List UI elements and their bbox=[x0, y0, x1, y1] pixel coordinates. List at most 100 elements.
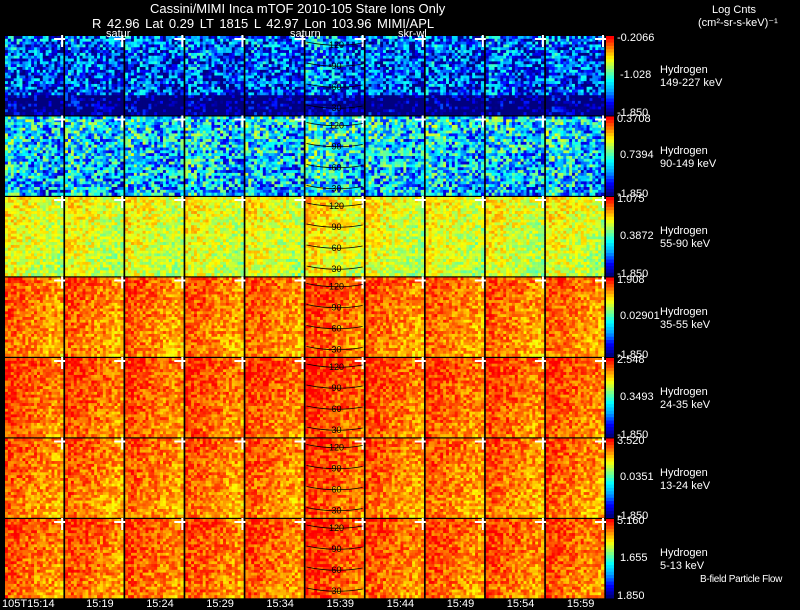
heatmap-cell bbox=[157, 78, 160, 81]
heatmap-cell bbox=[46, 87, 49, 90]
heatmap-cell bbox=[257, 42, 260, 45]
heatmap-cell bbox=[412, 76, 415, 79]
heatmap-cell bbox=[206, 92, 209, 95]
heatmap-cell bbox=[17, 44, 20, 47]
heatmap-cell bbox=[352, 112, 355, 115]
heatmap-cell bbox=[532, 84, 535, 87]
heatmap-cell bbox=[449, 112, 452, 115]
heatmap-cell bbox=[478, 84, 481, 87]
heatmap-cell bbox=[254, 92, 257, 95]
heatmap-cell bbox=[518, 78, 521, 81]
heatmap-cell bbox=[452, 81, 455, 84]
heatmap-cell bbox=[455, 90, 458, 93]
heatmap-cell bbox=[489, 76, 492, 79]
heatmap-cell bbox=[140, 81, 143, 84]
heatmap-cell bbox=[286, 42, 289, 45]
heatmap-cell bbox=[214, 47, 217, 50]
heatmap-cell bbox=[151, 107, 154, 110]
heatmap-cell bbox=[137, 61, 140, 64]
heatmap-cell bbox=[251, 50, 254, 53]
heatmap-cell bbox=[541, 98, 544, 101]
heatmap-cell bbox=[143, 92, 146, 95]
heatmap-cell bbox=[117, 44, 120, 47]
heatmap-cell bbox=[392, 44, 395, 47]
heatmap-cell bbox=[455, 61, 458, 64]
heatmap-cell bbox=[31, 109, 34, 112]
heatmap-cell bbox=[286, 101, 289, 104]
heatmap-cell bbox=[286, 50, 289, 53]
heatmap-cell bbox=[469, 87, 472, 90]
heatmap-cell bbox=[31, 81, 34, 84]
heatmap-cell bbox=[532, 67, 535, 70]
heatmap-cell bbox=[22, 36, 25, 39]
heatmap-cell bbox=[277, 70, 280, 73]
heatmap-cell bbox=[400, 95, 403, 98]
heatmap-cell bbox=[323, 39, 326, 42]
heatmap-cell bbox=[506, 50, 509, 53]
heatmap-cell bbox=[481, 47, 484, 50]
heatmap-cell bbox=[148, 76, 151, 79]
heatmap-cell bbox=[151, 84, 154, 87]
heatmap-cell bbox=[74, 112, 77, 115]
heatmap-cell bbox=[409, 112, 412, 115]
heatmap-cell bbox=[117, 53, 120, 56]
heatmap-cell bbox=[140, 107, 143, 110]
heatmap-cell bbox=[377, 59, 380, 62]
heatmap-cell bbox=[317, 67, 320, 70]
heatmap-cell bbox=[489, 44, 492, 47]
heatmap-cell bbox=[54, 92, 57, 95]
heatmap-cell bbox=[191, 95, 194, 98]
heatmap-cell bbox=[17, 92, 20, 95]
heatmap-cell bbox=[229, 44, 232, 47]
heatmap-cell bbox=[131, 104, 134, 107]
heatmap-cell bbox=[377, 78, 380, 81]
heatmap-cell bbox=[434, 70, 437, 73]
heatmap-cell bbox=[458, 78, 461, 81]
heatmap-cell bbox=[389, 92, 392, 95]
heatmap-cell bbox=[475, 47, 478, 50]
heatmap-cell bbox=[223, 101, 226, 104]
heatmap-cell bbox=[185, 107, 188, 110]
heatmap-cell bbox=[209, 36, 212, 39]
heatmap-cell bbox=[232, 104, 235, 107]
heatmap-cell bbox=[521, 70, 524, 73]
heatmap-cell bbox=[515, 44, 518, 47]
heatmap-cell bbox=[263, 95, 266, 98]
heatmap-cell bbox=[223, 92, 226, 95]
heatmap-cell bbox=[343, 50, 346, 53]
heatmap-cell bbox=[100, 76, 103, 79]
heatmap-cell bbox=[180, 70, 183, 73]
heatmap-cell bbox=[209, 73, 212, 76]
heatmap-cell bbox=[209, 50, 212, 53]
heatmap-cell bbox=[518, 59, 521, 62]
heatmap-cell bbox=[257, 109, 260, 112]
heatmap-cell bbox=[509, 101, 512, 104]
heatmap-cell bbox=[311, 47, 314, 50]
heatmap-cell bbox=[308, 53, 311, 56]
heatmap-cell bbox=[137, 109, 140, 112]
heatmap-cell bbox=[163, 50, 166, 53]
heatmap-cell bbox=[320, 47, 323, 50]
heatmap-cell bbox=[301, 67, 304, 70]
heatmap-cell bbox=[191, 107, 194, 110]
heatmap-cell bbox=[241, 70, 244, 73]
heatmap-cell bbox=[200, 39, 203, 42]
heatmap-cell bbox=[11, 61, 14, 64]
heatmap-cell bbox=[43, 70, 46, 73]
heatmap-cell bbox=[143, 59, 146, 62]
heatmap-cell bbox=[238, 70, 241, 73]
heatmap-cell bbox=[40, 98, 43, 101]
heatmap-cell bbox=[60, 61, 63, 64]
heatmap-cell bbox=[257, 50, 260, 53]
heatmap-cell bbox=[180, 107, 183, 110]
heatmap-cell bbox=[538, 84, 541, 87]
heatmap-cell bbox=[512, 84, 515, 87]
heatmap-cell bbox=[521, 78, 524, 81]
heatmap-cell bbox=[486, 56, 489, 59]
heatmap-cell bbox=[377, 47, 380, 50]
heatmap-cell bbox=[49, 67, 52, 70]
heatmap-cell bbox=[492, 84, 495, 87]
heatmap-cell bbox=[458, 59, 461, 62]
heatmap-cell bbox=[200, 67, 203, 70]
heatmap-cell bbox=[248, 44, 251, 47]
